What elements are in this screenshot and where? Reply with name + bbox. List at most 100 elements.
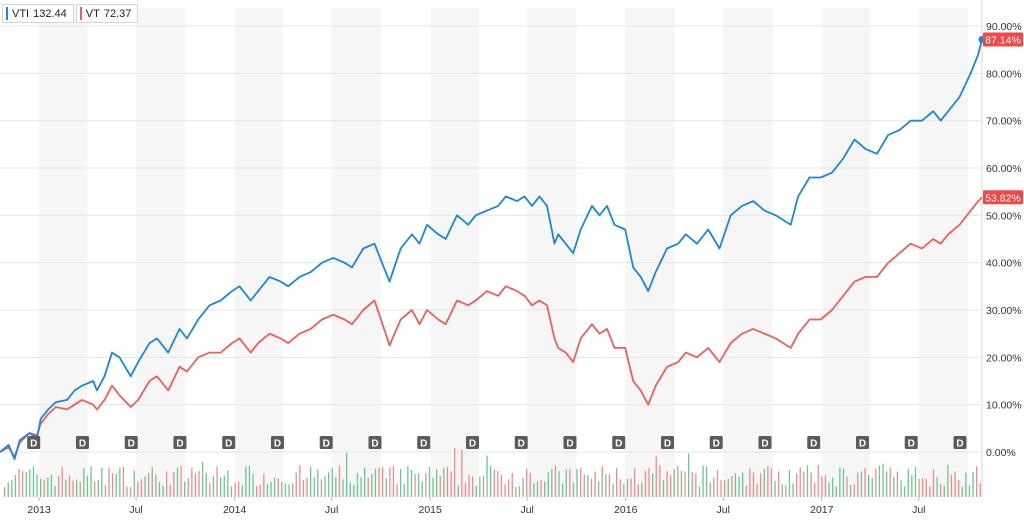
volume-bar [914,466,917,497]
legend-item-vt[interactable]: VT 72.37 [75,4,139,23]
volume-bar [785,485,787,497]
dividend-badge[interactable]: D [807,436,821,450]
volume-bar [853,484,855,497]
x-tick-label: 2016 [614,504,638,516]
volume-bar [749,468,751,497]
dividend-badge[interactable]: D [222,436,236,450]
volume-bar [652,473,654,497]
volume-bar [464,482,467,497]
quarter-band [723,8,773,497]
volume-bar [940,484,942,497]
dividend-badge[interactable]: D [319,436,333,450]
dividend-badge-label: D [128,439,135,450]
volume-bar [515,486,517,497]
x-tick-label: Jul [129,504,142,516]
volume-bar [626,478,629,497]
dividend-badge[interactable]: D [855,436,869,450]
dividend-badge[interactable]: D [368,436,382,450]
volume-bar [572,482,575,497]
volume-bar [457,485,459,497]
volume-bar [583,474,585,497]
volume-bar [857,472,859,497]
volume-bar [382,466,384,497]
volume-bar [245,466,247,497]
y-tick-label: 40.00% [986,258,1022,270]
volume-bar [612,484,614,497]
legend-item-vti[interactable]: VTI 132.44 [2,4,74,23]
dividend-badge-label: D [615,439,622,450]
dividend-badge[interactable]: D [514,436,528,450]
volume-bar [778,471,780,497]
dividend-badge[interactable]: D [709,436,723,450]
dividend-badge[interactable]: D [270,436,284,450]
volume-bar [191,467,193,497]
volume-bar [187,478,189,497]
volume-bar [641,482,643,497]
volume-bar [832,477,834,497]
volume-bar [223,475,225,497]
dividend-badge[interactable]: D [173,436,187,450]
volume-bar [349,482,351,497]
dividend-badge[interactable]: D [124,436,138,450]
x-tick-label: 2014 [223,504,247,516]
volume-bar [562,483,564,497]
volume-bar [414,473,416,497]
volume-bar [760,473,762,497]
volume-bar [716,469,719,497]
legend-value-vt: 72.37 [103,7,132,20]
dividend-badge[interactable]: D [758,436,772,450]
volume-bar [565,469,567,497]
volume-bar [216,466,218,497]
volume-bar [205,473,207,497]
volume-bar [950,474,953,497]
volume-bar [720,480,722,497]
dividend-badge[interactable]: D [660,436,674,450]
y-tick-label: 10.00% [986,400,1022,412]
volume-bar [601,466,603,497]
volume-bar [252,473,254,497]
dividend-badge[interactable]: D [612,436,626,450]
dividend-badge[interactable]: D [904,436,918,450]
volume-bar [724,480,726,497]
quarter-band [527,8,577,497]
dividend-badge[interactable]: D [465,436,479,450]
dividend-badge[interactable]: D [75,436,89,450]
gridlines [0,0,983,497]
volume-bar [248,465,251,497]
series-line-vti [0,39,983,460]
volume-bar [310,466,312,497]
volume-bar [68,475,71,497]
volume-bar [137,481,139,497]
volume-bar [850,485,852,497]
volume-bar [288,484,290,497]
legend-value-vti: 132.44 [33,7,67,20]
volume-bar [533,483,535,497]
volume-bar [115,473,117,497]
dividend-badge[interactable]: D [953,436,967,450]
volume-bar [522,478,524,497]
volume-bar [403,484,405,497]
volume-bar [7,482,9,497]
dividend-badge[interactable]: D [563,436,577,450]
dividend-badge[interactable]: D [417,436,431,450]
vt-color-swatch [79,7,82,20]
volume-bar [767,466,769,497]
volume-bar [50,474,53,497]
volume-bar [616,467,618,497]
volume-bar [684,471,686,497]
volume-bar [576,469,578,497]
volume-bar [36,474,38,497]
volume-bar [425,473,427,497]
volume-bar [104,485,107,497]
dividend-badge[interactable]: D [27,436,41,450]
volume-bar [97,479,99,497]
volume-bar [958,480,960,497]
volume-bar [166,471,168,497]
volume-bar [763,468,765,497]
x-tick-label: Jul [325,504,338,516]
volume-bar [860,471,863,497]
volume-bar [742,472,744,497]
volume-bar [637,484,639,497]
volume-bar [11,479,13,497]
volume-bar [529,472,531,497]
